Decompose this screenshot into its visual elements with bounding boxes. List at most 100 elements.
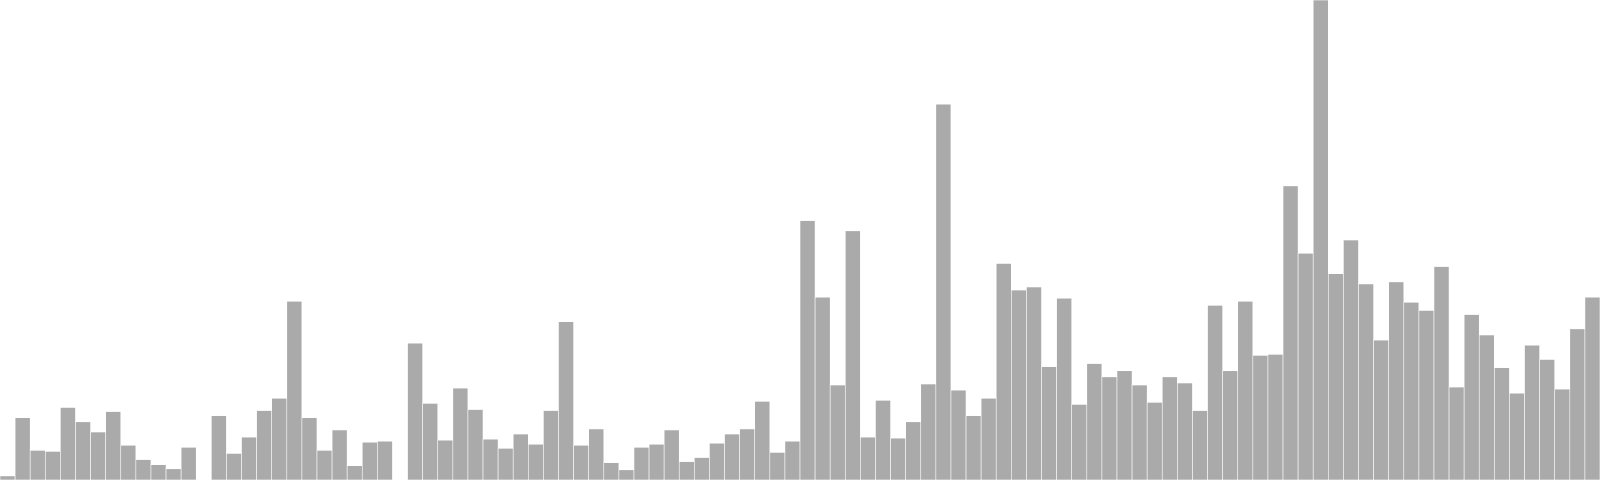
bar — [618, 469, 635, 480]
bar — [1041, 366, 1057, 480]
bar — [1554, 388, 1571, 480]
bar — [1011, 289, 1027, 480]
bar — [799, 220, 816, 480]
bar — [331, 429, 348, 480]
bar — [1282, 185, 1299, 480]
bar — [588, 428, 605, 480]
bar — [1584, 296, 1600, 480]
bar — [44, 451, 61, 480]
bar — [950, 389, 967, 480]
bar — [1509, 392, 1525, 480]
bar — [301, 417, 318, 480]
bar — [1358, 283, 1374, 480]
bar — [1056, 297, 1072, 480]
bar — [694, 457, 710, 480]
bar — [452, 387, 469, 480]
bar — [860, 436, 876, 480]
bar — [920, 383, 937, 480]
bar — [1403, 301, 1420, 480]
bar — [995, 263, 1012, 480]
bar — [467, 409, 484, 480]
bar — [1222, 370, 1239, 480]
bar — [769, 452, 786, 480]
bar — [739, 428, 756, 480]
bar — [965, 415, 982, 480]
bar — [633, 447, 650, 480]
bar — [1328, 273, 1344, 480]
bar — [844, 230, 861, 480]
bar — [558, 321, 574, 480]
bar — [1101, 376, 1118, 480]
bar — [1297, 252, 1314, 480]
bar — [120, 444, 137, 480]
bar — [935, 103, 952, 480]
bar — [407, 342, 423, 480]
bar — [422, 403, 439, 480]
bar — [180, 447, 197, 480]
bar — [709, 442, 725, 480]
bar — [875, 400, 891, 480]
bar — [1146, 402, 1163, 480]
bar — [226, 453, 242, 480]
bar — [211, 415, 227, 480]
bar — [1177, 382, 1193, 480]
bar — [377, 440, 393, 480]
bar — [1494, 367, 1510, 480]
bar — [1207, 305, 1223, 480]
bar — [1252, 355, 1269, 480]
bar — [829, 384, 846, 480]
bar — [60, 407, 76, 480]
bar — [663, 429, 680, 480]
bar — [286, 300, 303, 480]
bar — [1478, 334, 1495, 480]
bar — [1237, 300, 1254, 480]
bar — [75, 421, 91, 480]
bar — [980, 397, 997, 480]
bar — [648, 443, 665, 480]
bar — [1433, 266, 1450, 480]
bar — [905, 421, 922, 480]
bar — [1267, 354, 1284, 480]
bar — [543, 410, 559, 480]
bar — [1192, 410, 1208, 480]
bar — [90, 431, 106, 480]
bar — [1388, 281, 1405, 480]
bar — [105, 411, 122, 480]
bar — [1418, 310, 1435, 480]
bar — [1524, 344, 1540, 480]
bar — [256, 410, 272, 480]
bar — [241, 436, 257, 480]
bar — [14, 417, 31, 480]
bar — [1373, 339, 1389, 480]
bar — [1161, 376, 1178, 480]
bar — [1071, 404, 1088, 480]
bar — [1448, 386, 1465, 480]
bar — [1116, 370, 1133, 480]
bar — [497, 448, 514, 480]
bar — [150, 464, 167, 480]
bar — [346, 465, 363, 480]
bar — [890, 437, 906, 480]
bar — [784, 440, 801, 480]
bar — [135, 459, 152, 480]
bar — [1026, 286, 1042, 480]
bar — [1086, 363, 1103, 480]
bar — [0, 475, 16, 480]
bar — [754, 401, 771, 480]
bar — [271, 397, 288, 480]
bar — [678, 461, 695, 480]
bar — [724, 433, 740, 480]
bar — [573, 444, 589, 480]
bar — [814, 296, 831, 480]
bar — [29, 450, 46, 480]
bar — [165, 468, 182, 480]
bar — [316, 450, 333, 480]
bar — [482, 438, 499, 480]
bar — [512, 433, 529, 480]
bar — [1343, 239, 1359, 480]
bar — [1131, 384, 1148, 480]
bar — [603, 462, 620, 480]
bar — [528, 443, 544, 480]
